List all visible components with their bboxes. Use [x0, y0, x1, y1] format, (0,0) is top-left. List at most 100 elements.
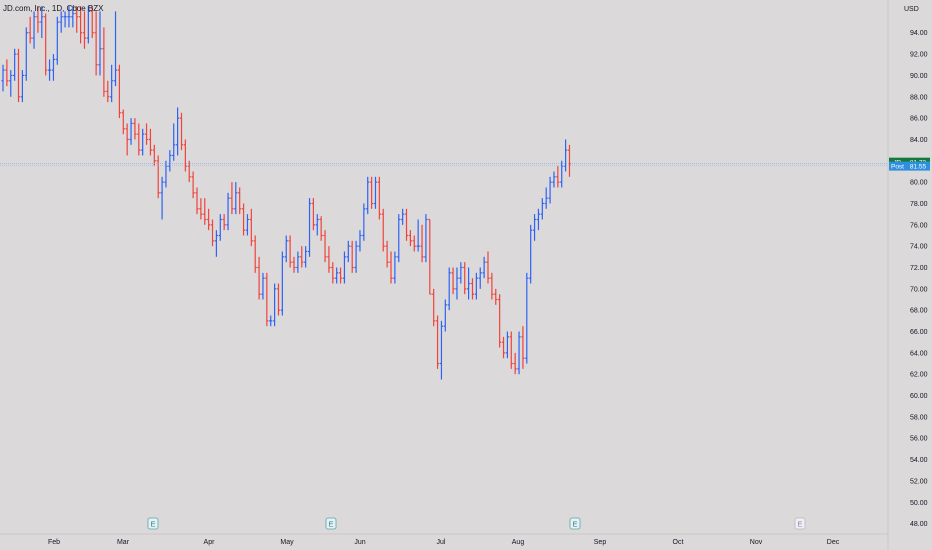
ohlc-bar[interactable] [86, 6, 90, 44]
ohlc-bar[interactable] [397, 214, 401, 263]
ohlc-bar[interactable] [532, 214, 537, 241]
ohlc-bar[interactable] [106, 80, 110, 103]
ohlc-bar[interactable] [517, 331, 521, 375]
ohlc-bar[interactable] [36, 6, 40, 33]
ohlc-bar[interactable] [110, 64, 114, 103]
ohlc-bar[interactable] [288, 235, 292, 268]
ohlc-bar[interactable] [451, 267, 455, 295]
ohlc-bar[interactable] [148, 128, 153, 156]
ohlc-bar[interactable] [28, 16, 32, 44]
ohlc-bar[interactable] [44, 13, 48, 76]
ohlc-bar[interactable] [214, 230, 218, 257]
ohlc-bar[interactable] [362, 203, 366, 241]
ohlc-bar[interactable] [75, 6, 79, 33]
ohlc-bar[interactable] [393, 251, 397, 284]
ohlc-bar[interactable] [249, 208, 253, 247]
ohlc-bar[interactable] [199, 198, 203, 220]
ohlc-bar[interactable] [269, 315, 273, 327]
ohlc-bar[interactable] [474, 272, 478, 300]
ohlc-bar[interactable] [373, 176, 378, 209]
ohlc-bar[interactable] [311, 198, 315, 231]
ohlc-bar[interactable] [176, 107, 180, 156]
ohlc-bar[interactable] [501, 336, 506, 359]
ohlc-bar[interactable] [156, 155, 160, 199]
ohlc-bar[interactable] [548, 176, 552, 204]
ohlc-bar[interactable] [412, 235, 416, 252]
ohlc-bar[interactable] [377, 176, 381, 220]
ohlc-bar[interactable] [307, 198, 312, 257]
ohlc-bar[interactable] [59, 11, 63, 33]
ohlc-bar[interactable] [102, 27, 106, 97]
ohlc-bar[interactable] [168, 150, 172, 172]
ohlc-bar[interactable] [63, 11, 67, 28]
ohlc-bar[interactable] [486, 251, 490, 284]
ohlc-bar[interactable] [300, 246, 304, 268]
ohlc-bar[interactable] [55, 16, 59, 65]
ohlc-bar[interactable] [125, 123, 129, 156]
ohlc-bar[interactable] [172, 123, 176, 161]
ohlc-bar[interactable] [226, 192, 230, 231]
ohlc-bar[interactable] [296, 251, 300, 273]
ohlc-bar[interactable] [536, 208, 541, 231]
ohlc-bar[interactable] [432, 288, 436, 327]
ohlc-bar[interactable] [24, 27, 28, 81]
ohlc-bar[interactable] [265, 272, 269, 327]
ohlc-bar[interactable] [222, 214, 226, 231]
ohlc-bar[interactable] [509, 331, 513, 369]
ohlc-bar[interactable] [261, 272, 265, 300]
ohlc-bar[interactable] [152, 144, 156, 167]
ohlc-bar[interactable] [253, 235, 257, 273]
ohlc-bar[interactable] [505, 331, 509, 359]
ohlc-bar[interactable] [560, 160, 564, 188]
ohlc-bar[interactable] [94, 11, 98, 76]
ohlc-bar[interactable] [459, 262, 463, 284]
ohlc-bar[interactable] [16, 48, 21, 103]
ohlc-bar[interactable] [323, 230, 327, 263]
ohlc-bar[interactable] [435, 315, 440, 369]
ohlc-bar[interactable] [447, 267, 451, 311]
ohlc-bar[interactable] [13, 48, 17, 81]
ohlc-bar[interactable] [51, 54, 56, 81]
ohlc-bar[interactable] [144, 123, 149, 145]
ohlc-bar[interactable] [179, 112, 184, 151]
ohlc-bar[interactable] [529, 224, 533, 284]
ohlc-bar[interactable] [273, 283, 277, 327]
ohlc-bar[interactable] [82, 11, 87, 49]
ohlc-bar[interactable] [67, 6, 71, 28]
ohlc-bar[interactable] [117, 64, 121, 119]
earnings-icon[interactable] [147, 517, 159, 530]
ohlc-bar[interactable] [564, 139, 568, 172]
ohlc-bar[interactable] [234, 182, 238, 215]
ohlc-bar[interactable] [292, 256, 296, 273]
ohlc-bar[interactable] [207, 208, 211, 231]
ohlc-bar[interactable] [358, 230, 362, 252]
ohlc-bar[interactable] [478, 267, 482, 289]
ohlc-bar[interactable] [304, 246, 308, 268]
ohlc-bar[interactable] [133, 118, 137, 140]
ohlc-bar[interactable] [280, 251, 284, 316]
ohlc-bar[interactable] [540, 198, 544, 220]
ohlc-bar[interactable] [331, 262, 335, 284]
ohlc-bar[interactable] [129, 118, 133, 145]
ohlc-bar[interactable] [521, 326, 525, 369]
ohlc-bar[interactable] [191, 171, 195, 199]
ohlc-bar[interactable] [354, 240, 358, 273]
ohlc-bar[interactable] [141, 128, 145, 156]
ohlc-bar[interactable] [424, 214, 428, 263]
ohlc-bar[interactable] [370, 176, 374, 209]
earnings-icon[interactable] [794, 517, 806, 530]
ohlc-bar[interactable] [241, 203, 246, 236]
ohlc-bar[interactable] [187, 160, 191, 183]
ohlc-bar[interactable] [203, 198, 207, 225]
ohlc-bar[interactable] [20, 70, 24, 103]
ohlc-bar[interactable] [90, 6, 94, 39]
ohlc-bar[interactable] [9, 70, 13, 97]
ohlc-bar[interactable] [1, 64, 5, 92]
ohlc-bar[interactable] [401, 208, 405, 225]
ohlc-bar[interactable] [552, 171, 556, 188]
ohlc-bar[interactable] [160, 176, 164, 220]
ohlc-bar[interactable] [245, 214, 250, 236]
ohlc-bar[interactable] [40, 6, 44, 39]
ohlc-bar[interactable] [284, 235, 288, 263]
